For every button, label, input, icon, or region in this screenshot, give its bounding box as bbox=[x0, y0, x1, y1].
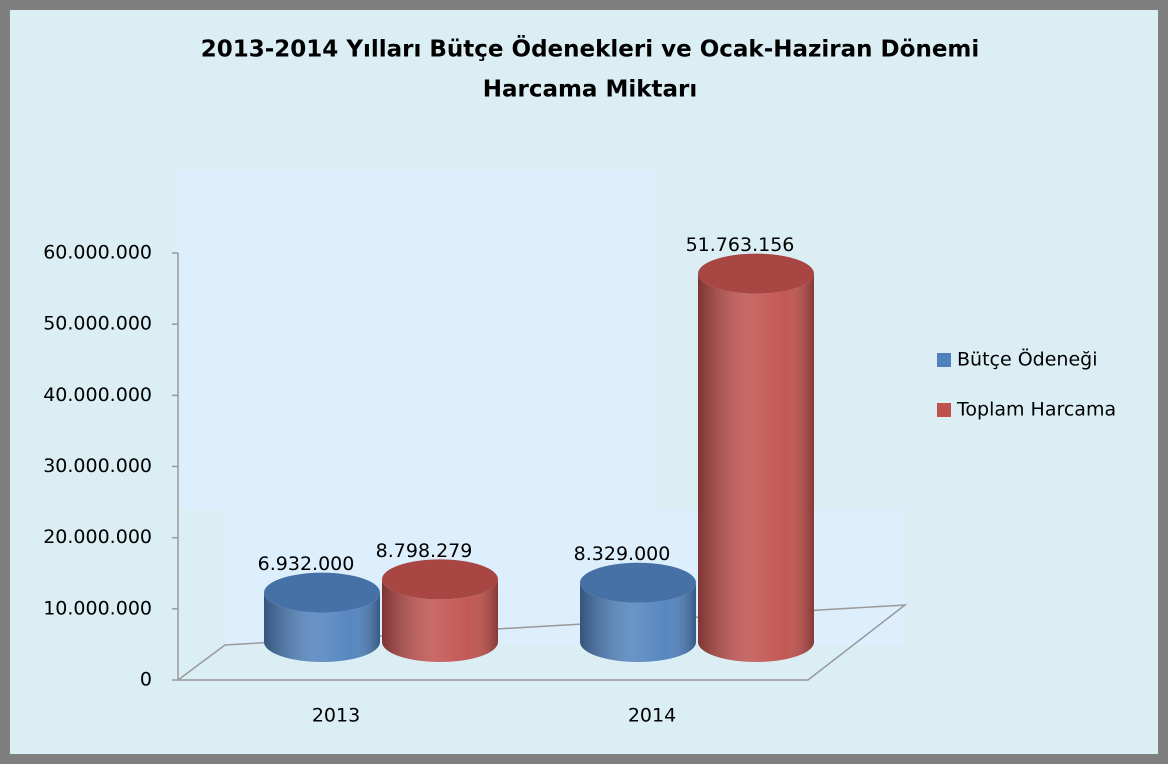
bar-top bbox=[698, 253, 814, 294]
bar-top bbox=[382, 559, 498, 600]
back-wall bbox=[175, 170, 655, 510]
y-tick-label: 20.000.000 bbox=[43, 526, 152, 548]
bar-top-shade bbox=[580, 562, 696, 603]
bar-top bbox=[580, 562, 696, 603]
bar-shade bbox=[382, 579, 498, 662]
y-tick-label: 50.000.000 bbox=[43, 313, 152, 335]
bar-top-shade bbox=[382, 559, 498, 600]
floor bbox=[175, 604, 908, 681]
data-label: 8.798.279 bbox=[376, 540, 473, 562]
x-tick-label: 2014 bbox=[628, 705, 676, 727]
data-label: 8.329.000 bbox=[574, 543, 671, 565]
bar-top bbox=[264, 572, 380, 613]
data-label: 51.763.156 bbox=[686, 234, 795, 256]
bar-top-shade bbox=[264, 572, 380, 613]
x-tick-label: 2013 bbox=[312, 705, 360, 727]
legend-label: Toplam Harcama bbox=[956, 399, 1116, 421]
legend-label: Bütçe Ödeneği bbox=[957, 348, 1097, 371]
bar-top-shade bbox=[698, 253, 814, 294]
y-tick-label: 30.000.000 bbox=[43, 455, 152, 477]
bar-shade bbox=[698, 273, 814, 662]
legend-swatch bbox=[937, 403, 951, 417]
y-tick-label: 0 bbox=[140, 669, 152, 691]
y-tick-label: 10.000.000 bbox=[43, 597, 152, 619]
y-tick-label: 60.000.000 bbox=[43, 242, 152, 264]
bar-shade bbox=[264, 592, 380, 662]
data-label: 6.932.000 bbox=[258, 553, 355, 575]
chart-subtitle: Harcama Miktarı bbox=[483, 77, 698, 103]
bar-shade bbox=[580, 582, 696, 662]
y-tick-label: 40.000.000 bbox=[43, 384, 152, 406]
legend-swatch bbox=[937, 353, 951, 367]
chart-title: 2013-2014 Yılları Bütçe Ödenekleri ve Oc… bbox=[201, 35, 980, 63]
